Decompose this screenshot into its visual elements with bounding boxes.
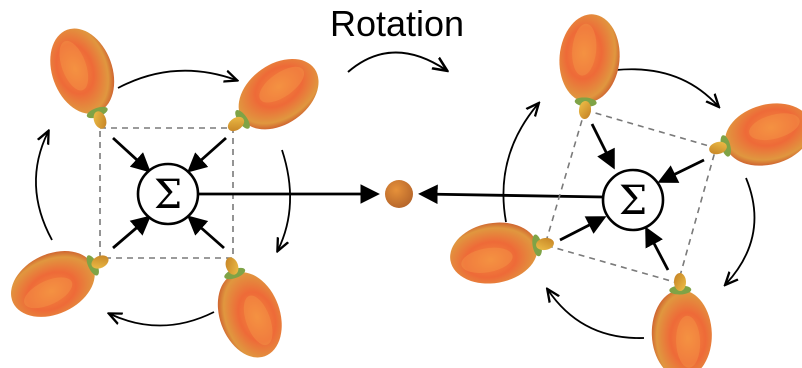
right-output-arrow <box>418 184 605 205</box>
right-panel: Σ <box>445 11 802 368</box>
left-emitter-bottom-right <box>200 247 294 367</box>
right-arc-top <box>615 68 718 106</box>
left-emitter-top-right <box>211 44 332 154</box>
left-arc-left <box>35 132 53 241</box>
rotation-arrow <box>347 51 446 73</box>
left-emitter-top-left <box>38 19 132 139</box>
right-arrow-bottom <box>645 226 670 271</box>
left-arrow-bl <box>112 215 151 250</box>
left-emitter-bottom-left <box>0 231 121 330</box>
left-arc-bottom <box>110 311 215 327</box>
right-emitter-right <box>701 94 802 180</box>
right-emitter-top <box>554 11 624 122</box>
right-emitter-left <box>445 212 560 291</box>
left-sum-symbol: Σ <box>154 172 182 218</box>
right-arrow-left <box>559 216 607 242</box>
right-arrow-top <box>590 123 615 170</box>
right-emitter-bottom <box>649 271 714 368</box>
right-arrow-right <box>657 158 705 183</box>
left-arrow-br <box>187 215 225 250</box>
left-arc-top <box>117 69 236 89</box>
left-arc-right <box>278 149 291 250</box>
title-label: Rotation <box>330 3 464 44</box>
left-arrow-tl <box>112 136 151 173</box>
right-arc-right <box>726 177 756 284</box>
right-arc-bottom <box>548 290 645 339</box>
output-dot <box>385 180 413 208</box>
right-sum-node <box>601 168 665 232</box>
right-sum-symbol: Σ <box>619 178 647 224</box>
right-arc-left <box>502 104 538 223</box>
left-panel: Σ <box>0 19 332 367</box>
left-arrow-tr <box>187 136 227 173</box>
